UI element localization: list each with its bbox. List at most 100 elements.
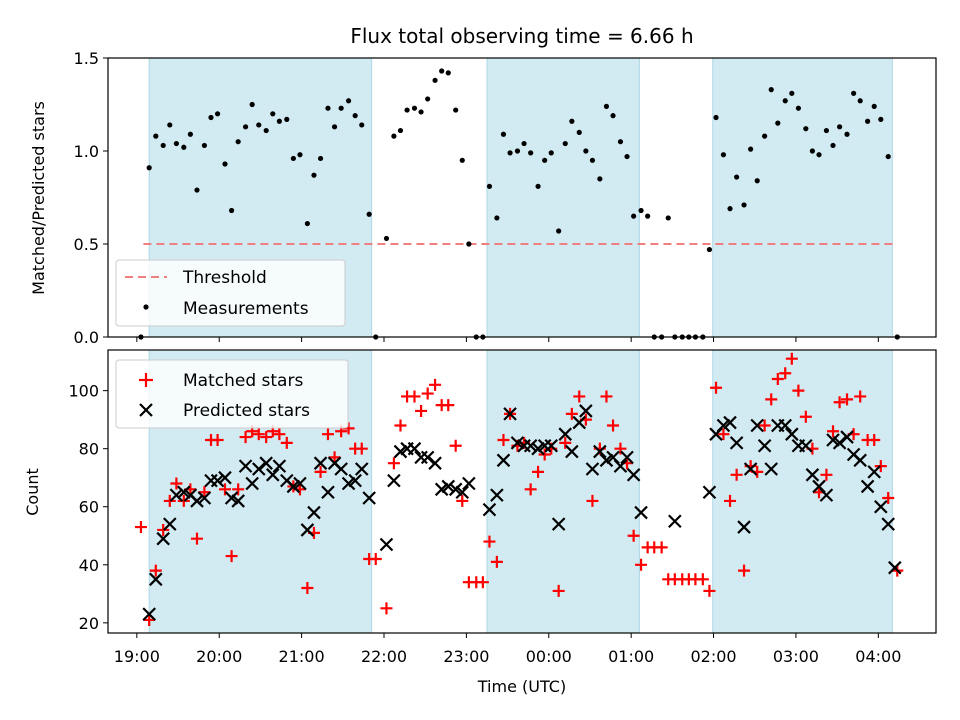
y-tick-label: 1.0 <box>74 142 99 161</box>
measurement-point <box>741 202 747 208</box>
predicted-star-point <box>737 520 751 534</box>
predicted-star-point <box>348 473 362 488</box>
matched-legend-swatch <box>139 373 153 387</box>
predicted-star-point <box>142 607 156 621</box>
measurement-point <box>521 140 527 147</box>
matched-star-point <box>429 378 442 391</box>
measurement-point <box>432 77 438 83</box>
measurement-point <box>542 157 548 163</box>
predicted-star-point <box>757 439 772 453</box>
matched-star-point <box>730 468 743 481</box>
matched-star-point <box>552 584 565 597</box>
top-y-axis-label: Matched/Predicted stars <box>29 101 48 295</box>
measurement-point <box>325 105 331 111</box>
matched-star-point <box>198 486 211 499</box>
measurement-point <box>857 98 863 104</box>
matched-star-point <box>655 541 668 554</box>
predicted-star-point <box>558 427 573 441</box>
matched-star-point <box>211 433 224 446</box>
measurement-point <box>878 116 884 122</box>
measurement-point <box>311 172 317 178</box>
x-tick-label: 23:00 <box>443 647 489 666</box>
y-tick-label: 40 <box>79 556 99 575</box>
measurement-point <box>208 114 214 121</box>
predicted-star-point <box>245 476 259 491</box>
predicted-star-point <box>354 462 369 476</box>
matched-star-point <box>820 468 833 481</box>
predicted-star-point <box>238 459 253 473</box>
matched-star-point <box>421 387 434 400</box>
measurement-point <box>391 133 397 139</box>
chart-title: Flux total observing time = 6.66 h <box>350 24 693 48</box>
measurement-point <box>569 118 575 124</box>
predicted-legend-swatch <box>139 403 153 417</box>
ratio-panel: 0.0 0.5 1.0 1.5 Matched/Predicted stars Thr… <box>29 49 937 347</box>
measurement-point <box>249 101 255 108</box>
predicted-star-point <box>163 517 177 531</box>
bottom-y-axis-label: Count <box>23 468 42 516</box>
measurement-point <box>222 161 228 167</box>
matched-star-point <box>703 584 716 597</box>
predicted-star-point <box>441 479 456 494</box>
matched-star-point <box>369 552 382 565</box>
predicted-star-point <box>819 488 834 502</box>
x-axis-label: Time (UTC) <box>477 677 566 696</box>
predicted-star-point <box>551 517 566 531</box>
measurement-point <box>167 122 173 128</box>
matched-star-point <box>314 465 327 478</box>
measurement-point <box>173 140 179 147</box>
shaded-interval <box>712 349 893 634</box>
predicted-star-point <box>197 491 212 505</box>
matched-star-point <box>328 451 341 464</box>
y-tick-label: 0.0 <box>74 328 99 347</box>
predicted-star-point <box>503 407 517 421</box>
predicted-star-point <box>785 427 799 441</box>
matched-star-point <box>785 352 798 365</box>
measurement-point <box>366 211 372 217</box>
measurement-point <box>146 165 152 171</box>
predicted-star-point <box>620 450 634 465</box>
x-tick-label: 20:00 <box>196 647 242 666</box>
predicted-star-point <box>490 488 504 502</box>
matched-star-point <box>225 550 238 563</box>
measurement-point <box>844 131 850 137</box>
matched-star-point <box>882 492 895 505</box>
measurement-point <box>885 153 891 160</box>
predicted-star-point <box>778 418 793 433</box>
measurement-point <box>597 176 603 182</box>
measurement-point <box>816 152 822 158</box>
predicted-star-point <box>702 485 717 500</box>
measurement-point <box>466 241 472 247</box>
measurement-point <box>548 150 554 156</box>
y-tick-label: 80 <box>79 440 99 459</box>
measurement-point <box>256 122 262 128</box>
x-tick-label: 04:00 <box>855 647 901 666</box>
measurement-point <box>352 113 358 119</box>
x-tick-label: 03:00 <box>773 647 819 666</box>
matched-star-point <box>627 529 640 542</box>
matched-star-point <box>765 393 778 406</box>
measurement-point <box>713 114 719 121</box>
predicted-star-point <box>626 468 641 482</box>
measurement-point <box>528 150 534 156</box>
measurement-point <box>871 103 877 109</box>
matched-star-point <box>218 483 231 496</box>
predicted-star-point <box>482 502 497 517</box>
matched-star-point <box>380 602 393 615</box>
matched-star-point <box>190 532 203 545</box>
matched-star-point <box>573 390 586 403</box>
predicted-stars-points <box>142 404 902 621</box>
predicted-star-point <box>428 456 442 470</box>
measurement-point <box>809 148 816 154</box>
matched-star-point <box>415 404 428 417</box>
matched-star-point <box>321 428 334 441</box>
matched-star-point <box>565 407 578 420</box>
matched-star-point <box>524 483 537 496</box>
predicted-star-point <box>565 444 579 459</box>
matched-star-point <box>239 431 252 444</box>
predicted-star-point <box>799 439 813 453</box>
predicted-star-point <box>407 441 422 456</box>
measurement-point <box>768 87 774 93</box>
matched-star-point <box>134 521 147 534</box>
predicted-star-point <box>750 418 764 433</box>
